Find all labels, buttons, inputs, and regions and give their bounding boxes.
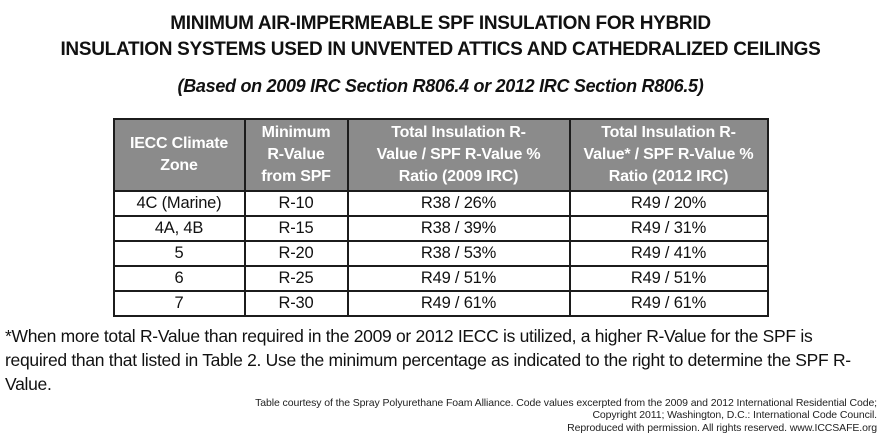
table-header-row: IECC Climate Zone Minimum R-Value from S… [112,118,769,192]
table-body: 4C (Marine) R-10 R38 / 26% R49 / 20% 4A, 4B R… [112,190,769,317]
table-cell: R-10 [243,190,349,217]
table-cell: 5 [112,240,246,267]
insulation-table: IECC Climate Zone Minimum R-Value from S… [112,118,769,317]
table-row: 4A, 4B R-15 R38 / 39% R49 / 31% [112,215,769,242]
table-row: 6 R-25 R49 / 51% R49 / 51% [112,265,769,292]
table-cell: R49 / 61% [346,290,571,317]
table-cell: R49 / 20% [568,190,769,217]
table-cell: 6 [112,265,246,292]
table-header: IECC Climate Zone Minimum R-Value from S… [112,118,769,192]
page-title-line2: INSULATION SYSTEMS USED IN UNVENTED ATTI… [60,39,821,60]
table-cell: R38 / 53% [346,240,571,267]
table-cell: 7 [112,290,246,317]
table-cell: R49 / 51% [568,265,769,292]
table-cell: 4A, 4B [112,215,246,242]
footnote: *When more total R-Value than required i… [5,326,851,394]
column-header-2009-irc: Total Insulation R- Value / SPF R-Value … [346,118,571,192]
table-cell: R49 / 51% [346,265,571,292]
column-header-min-rvalue: Minimum R-Value from SPF [243,118,349,192]
credit-block: Table courtesy of the Spray Polyurethane… [4,397,877,435]
page-subtitle: (Based on 2009 IRC Section R806.4 or 201… [177,76,704,96]
credit-line-2: Copyright 2011; Washington, D.C.: Intern… [592,409,877,421]
table-cell: R-25 [243,265,349,292]
table-cell: R-15 [243,215,349,242]
table-row: 5 R-20 R38 / 53% R49 / 41% [112,240,769,267]
table-cell: R38 / 26% [346,190,571,217]
table-cell: R49 / 31% [568,215,769,242]
column-header-2012-irc: Total Insulation R- Value* / SPF R-Value… [568,118,769,192]
page-title: MINIMUM AIR-IMPERMEABLE SPF INSULATION F… [0,0,881,63]
table-cell: R38 / 39% [346,215,571,242]
column-header-climate-zone: IECC Climate Zone [112,118,246,192]
table-cell: R-20 [243,240,349,267]
credit-line-3: Reproduced with permission. All rights r… [567,421,877,434]
table-cell: R49 / 41% [568,240,769,267]
page-title-line1: MINIMUM AIR-IMPERMEABLE SPF INSULATION F… [170,13,711,34]
table-cell: R-30 [243,290,349,317]
table-cell: 4C (Marine) [112,190,246,217]
table-cell: R49 / 61% [568,290,769,317]
table-row: 7 R-30 R49 / 61% R49 / 61% [112,290,769,317]
credit-line-1: Table courtesy of the Spray Polyurethane… [255,396,877,409]
table-row: 4C (Marine) R-10 R38 / 26% R49 / 20% [112,190,769,217]
